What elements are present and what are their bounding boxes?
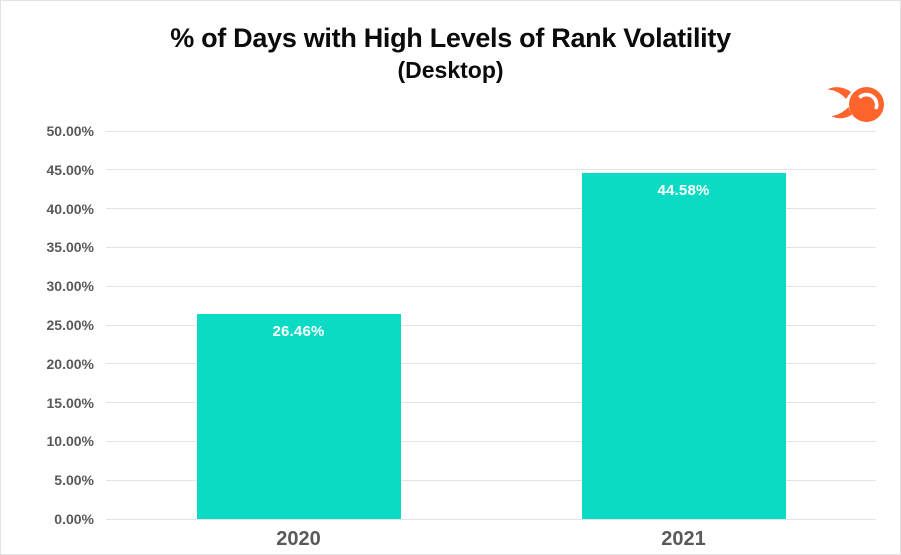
y-axis-tick-label: 25.00%: [46, 317, 94, 333]
gridline: [106, 402, 876, 404]
y-axis-tick-label: 5.00%: [54, 472, 94, 489]
bar-2021: 44.58%: [581, 173, 786, 519]
gridline: [106, 363, 876, 365]
chart-subtitle: (Desktop): [397, 57, 504, 83]
gridline: [106, 208, 876, 210]
y-axis-tick-label: 45.00%: [46, 161, 94, 178]
x-axis-tick-label: 2021: [661, 528, 706, 550]
y-axis-tick-label: 10.00%: [46, 433, 94, 450]
y-axis-tick-label: 50.00%: [46, 123, 94, 139]
gridline: [106, 479, 876, 481]
bar-value-label: 44.58%: [657, 182, 710, 200]
gridline: [106, 324, 876, 326]
gridline: [106, 518, 876, 520]
gridline: [106, 246, 876, 248]
bar-2020: 26.46%: [196, 313, 401, 519]
gridline: [106, 130, 876, 132]
x-axis-tick-label: 2020: [276, 528, 321, 550]
y-axis-tick-label: 40.00%: [46, 200, 94, 217]
chart-title: % of Days with High Levels of Rank Volat…: [170, 23, 731, 53]
gridline: [106, 169, 876, 171]
y-axis-tick-label: 15.00%: [46, 394, 94, 411]
bar-value-label: 26.46%: [272, 322, 325, 340]
semrush-logo-icon: [824, 81, 886, 127]
gridline: [106, 440, 876, 442]
y-axis-tick-label: 0.00%: [54, 511, 94, 527]
y-axis-tick-label: 20.00%: [46, 355, 94, 372]
gridline: [106, 285, 876, 287]
y-axis-tick-label: 30.00%: [46, 278, 94, 295]
y-axis-tick-label: 35.00%: [46, 239, 94, 256]
